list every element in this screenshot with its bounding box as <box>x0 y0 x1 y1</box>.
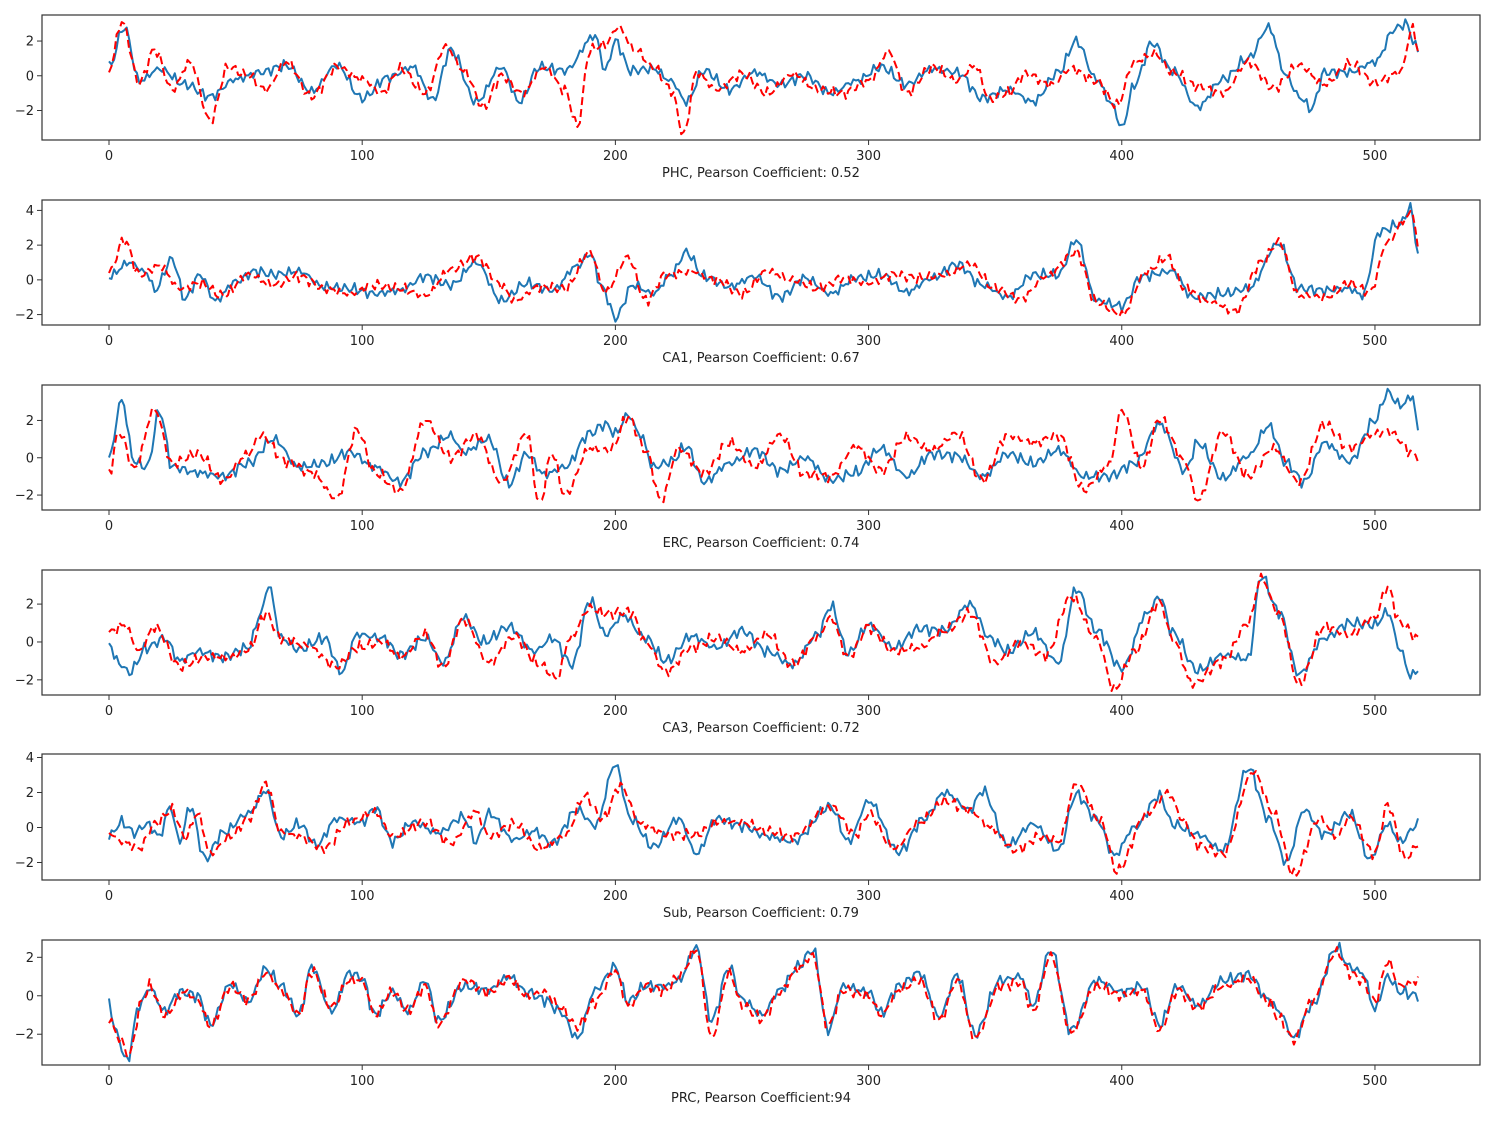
subplot-6: 0 100 200 300 400 500 −2 0 2 PRC, Pearson Coeffic… <box>15 939 1481 1106</box>
predicted-series-line <box>108 764 1419 866</box>
y-tick-label: 2 <box>26 414 34 429</box>
subplot-4: 0 100 200 300 400 500 −2 0 2 CA3, Pearson Coeffic… <box>15 569 1481 736</box>
actual-series-line <box>108 407 1419 504</box>
x-tick-label: 400 <box>1109 149 1134 164</box>
y-tick-label: 0 <box>26 821 34 836</box>
x-tick-label: 0 <box>105 1074 113 1089</box>
actual-series-line <box>108 21 1419 136</box>
x-tick-label: 400 <box>1109 889 1134 904</box>
x-tick-label: 200 <box>603 334 628 349</box>
x-tick-label: 0 <box>105 519 113 534</box>
x-tick-label: 500 <box>1363 889 1388 904</box>
x-axis-label: PHC, Pearson Coefficient: 0.52 <box>662 166 860 181</box>
x-tick-label: 300 <box>856 149 881 164</box>
x-tick-label: 100 <box>350 149 375 164</box>
y-tick-label: 0 <box>26 635 34 650</box>
x-tick-label: 400 <box>1109 1074 1134 1089</box>
y-tick-label: 4 <box>26 204 34 219</box>
x-axis-label: CA1, Pearson Coefficient: 0.67 <box>662 351 859 366</box>
x-tick-label: 500 <box>1363 149 1388 164</box>
y-tick-label: −2 <box>15 308 34 323</box>
x-tick-label: 500 <box>1363 704 1388 719</box>
y-tick-label: 2 <box>26 786 34 801</box>
x-tick-label: 200 <box>603 889 628 904</box>
x-tick-label: 100 <box>350 889 375 904</box>
y-tick-label: −2 <box>15 673 34 688</box>
actual-series-line <box>108 572 1419 692</box>
y-tick-label: 0 <box>26 273 34 288</box>
actual-series-line <box>108 770 1419 877</box>
axes-frame <box>41 199 1481 326</box>
x-tick-label: 100 <box>350 519 375 534</box>
y-tick-label: −2 <box>15 489 34 504</box>
axes-frame <box>41 14 1481 141</box>
x-tick-label: 0 <box>105 889 113 904</box>
y-tick-label: −2 <box>15 856 34 871</box>
axes-frame <box>41 569 1481 696</box>
x-tick-label: 400 <box>1109 519 1134 534</box>
subplot-3: 0 100 200 300 400 500 −2 0 2 ERC, Pearson Coeffic… <box>15 384 1481 551</box>
x-tick-label: 200 <box>603 519 628 534</box>
predicted-series-line <box>108 575 1419 680</box>
subplot-2: 0 100 200 300 400 500 −2 0 2 4 CA1, Pearson Coeffi… <box>15 199 1481 366</box>
subplot-5: 0 100 200 300 400 500 −2 0 2 4 Sub, Pearson Coeffi… <box>15 751 1481 921</box>
axes-frame <box>41 939 1481 1066</box>
x-axis-label: Sub, Pearson Coefficient: 0.79 <box>663 906 859 921</box>
x-axis-label: PRC, Pearson Coefficient:94 <box>671 1091 851 1106</box>
predicted-series-line <box>108 387 1419 489</box>
y-tick-label: 0 <box>26 69 34 84</box>
axes-frame <box>41 384 1481 511</box>
x-tick-label: 500 <box>1363 519 1388 534</box>
x-tick-label: 300 <box>856 889 881 904</box>
x-axis-label: ERC, Pearson Coefficient: 0.74 <box>663 536 860 551</box>
x-tick-label: 300 <box>856 704 881 719</box>
y-tick-label: 0 <box>26 989 34 1004</box>
x-axis-label: CA3, Pearson Coefficient: 0.72 <box>662 721 859 736</box>
actual-series-line <box>108 210 1419 318</box>
x-tick-label: 300 <box>856 334 881 349</box>
actual-series-line <box>108 946 1419 1058</box>
axes-frame <box>41 753 1481 881</box>
y-tick-label: 2 <box>26 35 34 50</box>
predicted-series-line <box>108 202 1419 323</box>
x-tick-label: 500 <box>1363 1074 1388 1089</box>
x-tick-label: 0 <box>105 334 113 349</box>
x-tick-label: 100 <box>350 704 375 719</box>
y-tick-label: 4 <box>26 751 34 766</box>
x-tick-label: 100 <box>350 334 375 349</box>
y-tick-label: 0 <box>26 451 34 466</box>
y-tick-label: 2 <box>26 239 34 254</box>
x-tick-label: 100 <box>350 1074 375 1089</box>
subplot-1: 0 100 200 300 400 500 −2 0 2 PHC, Pearson Coeffic… <box>15 14 1481 181</box>
y-tick-label: −2 <box>15 1028 34 1043</box>
y-tick-label: 2 <box>26 598 34 613</box>
x-tick-label: 200 <box>603 149 628 164</box>
y-tick-label: −2 <box>15 104 34 119</box>
x-tick-label: 0 <box>105 704 113 719</box>
x-tick-label: 200 <box>603 1074 628 1089</box>
x-tick-label: 400 <box>1109 704 1134 719</box>
x-tick-label: 300 <box>856 1074 881 1089</box>
x-tick-label: 400 <box>1109 334 1134 349</box>
x-tick-label: 200 <box>603 704 628 719</box>
x-tick-label: 0 <box>105 149 113 164</box>
x-tick-label: 500 <box>1363 334 1388 349</box>
x-tick-label: 300 <box>856 519 881 534</box>
y-tick-label: 2 <box>26 951 34 966</box>
